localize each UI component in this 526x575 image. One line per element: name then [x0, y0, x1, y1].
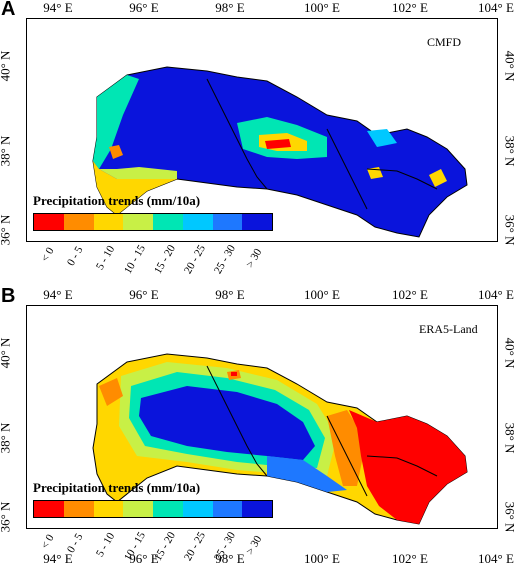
dataset-label-b: ERA5-Land [419, 322, 478, 336]
red-central-a [265, 139, 291, 149]
y-tick-left-38: 38° N [0, 136, 13, 167]
legend-swatch-0-5 [63, 214, 94, 230]
x-tick-top-104-b: 104° E [478, 287, 514, 302]
legend-swatch-15-20 [153, 214, 183, 230]
legend-label-a-7: > 30 [244, 246, 265, 270]
x-tick-top-96: 96° E [129, 0, 159, 15]
x-tick-top-96-b: 96° E [129, 287, 159, 302]
legend-swatch-5-10 [93, 214, 124, 230]
panel-letter-a: A [1, 0, 16, 20]
boundary-1-b [206, 365, 268, 477]
legend-swatch-lt0-b [34, 501, 64, 517]
legend-title-a: Precipitation trends (mm/10a) [33, 193, 201, 208]
cyan-west-a [93, 75, 139, 169]
boundary-3-a [366, 168, 438, 190]
y-tick-right-40: 40° N [502, 50, 518, 82]
x-tick-bottom-94: 94° E [43, 551, 73, 566]
y-tick-left-36-b: 36° N [0, 502, 13, 533]
legend-label-a-0: < 0 [39, 245, 57, 264]
x-tick-top-102: 102° E [392, 0, 428, 15]
legend-label-a-1: 0 - 5 [65, 244, 86, 268]
legend-swatch-0-5-b [63, 501, 94, 517]
panel-letter-b: B [1, 285, 16, 307]
legend-label-b-2: 5 - 10 [94, 530, 118, 559]
yellow-southwest-a [93, 161, 177, 215]
boundary-1-a [206, 78, 268, 190]
trend-map-b [92, 353, 468, 525]
trend-map-a [92, 66, 468, 238]
y-tick-right-36: 36° N [502, 214, 518, 246]
panel-a: A 94° E 96° E 98° E 100° E 102° E 104° E… [0, 0, 526, 287]
y-tick-left-40: 40° N [0, 51, 13, 82]
green-band-a [99, 167, 177, 179]
y-tick-left-36: 36° N [0, 215, 13, 246]
dataset-label-a: CMFD [427, 35, 462, 49]
boundary-2-b [326, 415, 368, 497]
x-tick-bottom-96: 96° E [129, 551, 159, 566]
x-tick-top-98: 98° E [215, 0, 245, 15]
y-tick-left-38-b: 38° N [0, 423, 13, 454]
legend-label-a-4: 15 - 20 [152, 243, 178, 276]
cyan-northeast-a [367, 129, 397, 147]
legend-bar-b [33, 500, 273, 518]
orange-spot-a [109, 145, 123, 159]
yellow-east2-a [429, 169, 447, 187]
x-tick-bottom-100: 100° E [304, 551, 340, 566]
x-tick-top-98-b: 98° E [215, 287, 245, 302]
legend-label-a-6: 25 - 30 [212, 243, 238, 276]
y-tick-right-36-b: 36° N [502, 501, 518, 533]
panel-b: B 94° E 96° E 98° E 100° E 102° E 104° E… [0, 285, 526, 574]
legend-label-b-5: 20 - 25 [182, 530, 208, 563]
x-tick-top-102-b: 102° E [392, 287, 428, 302]
x-tick-top-104: 104° E [478, 0, 514, 15]
red-spot-b [231, 372, 237, 376]
legend-swatch-10-15-b [123, 501, 153, 517]
orange-west-b [99, 378, 123, 406]
orange-band-b [327, 410, 363, 486]
legend-swatch-5-10-b [93, 501, 124, 517]
x-tick-top-100: 100° E [304, 0, 340, 15]
legend-swatch-lt0 [34, 214, 64, 230]
blue-south-b [267, 456, 347, 492]
legend-swatch-10-15 [123, 214, 153, 230]
legend-swatch-15-20-b [153, 501, 183, 517]
boundary-2-a [326, 128, 368, 210]
legend-label-b-0: < 0 [39, 532, 57, 551]
x-tick-bottom-104: 104° E [478, 551, 514, 566]
map-frame-b: ERA5-Land Precipitation trends (mm/10a) [26, 305, 498, 529]
map-frame-a: CMFD Precipitation trends (mm/10a) [26, 18, 498, 242]
legend-swatch-25-30 [212, 214, 243, 230]
legend-label-a-2: 5 - 10 [94, 243, 118, 272]
legend-bar-a [33, 213, 273, 231]
blue-core-b [139, 386, 315, 460]
legend-swatch-25-30-b [212, 501, 243, 517]
x-tick-top-94-b: 94° E [43, 287, 73, 302]
boundary-3-b [366, 455, 438, 477]
x-tick-top-100-b: 100° E [304, 287, 340, 302]
y-tick-right-38-b: 38° N [502, 422, 518, 454]
legend-label-a-3: 10 - 15 [122, 243, 148, 276]
legend-label-b-7: > 30 [244, 533, 265, 557]
legend-label-b-4: 15 - 20 [152, 530, 178, 563]
legend-swatch-gt30-b [242, 501, 272, 517]
x-tick-bottom-98: 98° E [215, 551, 245, 566]
x-tick-bottom-102: 102° E [392, 551, 428, 566]
y-tick-left-40-b: 40° N [0, 338, 13, 369]
legend-swatch-20-25-b [182, 501, 213, 517]
legend-label-a-5: 20 - 25 [182, 243, 208, 276]
y-tick-right-40-b: 40° N [502, 337, 518, 369]
red-east-b [349, 410, 467, 524]
x-tick-top-94: 94° E [43, 0, 73, 15]
legend-swatch-gt30 [242, 214, 272, 230]
legend-swatch-20-25 [182, 214, 213, 230]
y-tick-right-38: 38° N [502, 135, 518, 167]
legend-title-b: Precipitation trends (mm/10a) [33, 480, 201, 495]
